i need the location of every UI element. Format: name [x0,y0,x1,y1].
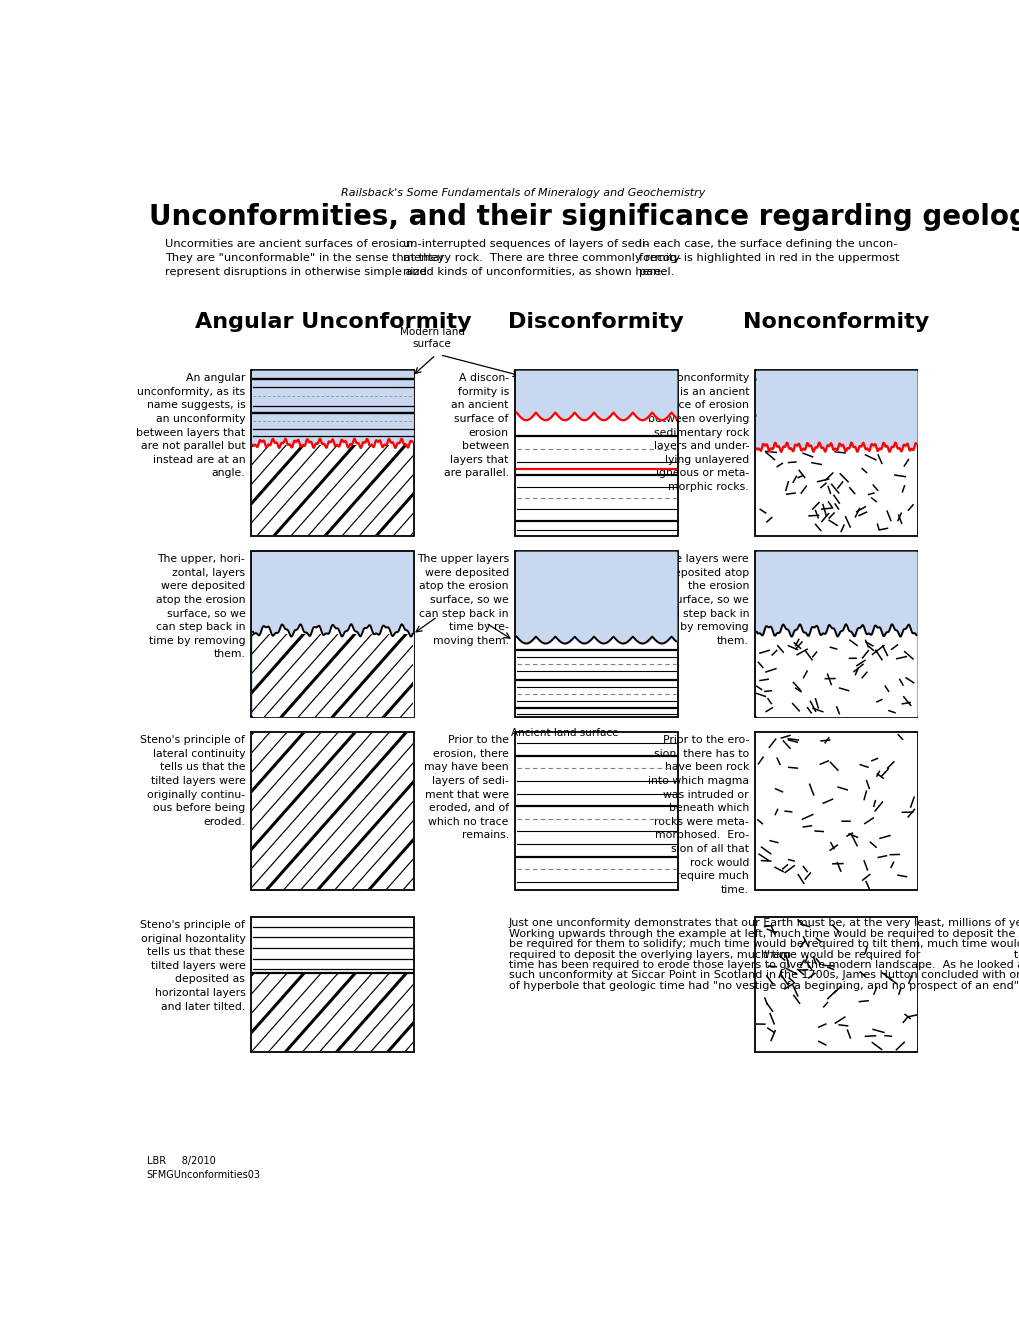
Text: Prior to the ero-
sion, there has to
have been rock
into which magma
was intrude: Prior to the ero- sion, there has to hav… [647,735,748,895]
Bar [252,371,413,444]
Bar [252,917,414,1052]
Text: The upper, hori-
zontal, layers
were deposited
atop the erosion
surface, so we
c: The upper, hori- zontal, layers were dep… [149,554,245,660]
Text: Just one unconformity demonstrates that our Earth must be, at the very least, mi: Just one unconformity demonstrates that … [508,919,1019,928]
Text: required to deposit the overlying layers, much time would be required for       : required to deposit the overlying layers… [508,949,1019,960]
Bar [252,370,414,536]
Text: Angular Unconformity: Angular Unconformity [195,312,471,331]
Bar [515,370,677,536]
Text: Uncormities are ancient surfaces of erosion.
They are "unconformable" in the sen: Uncormities are ancient surfaces of eros… [164,239,443,277]
Text: Steno's principle of
lateral continuity
tells us that the
tilted layers were
ori: Steno's principle of lateral continuity … [141,735,245,826]
Bar [754,917,917,1052]
Text: Prior to the
erosion, there
may have been
layers of sedi-
ment that were
eroded,: Prior to the erosion, there may have bee… [424,735,508,841]
Text: The upper layers
were deposited
atop the erosion
surface, so we
can step back in: The upper layers were deposited atop the… [417,554,508,645]
Text: Disconformity: Disconformity [508,312,684,331]
Text: The layers were
deposited atop
the erosion
surface, so we
can step back in
time : The layers were deposited atop the erosi… [652,554,748,645]
Text: A discon-
formity is
an ancient
surface of
erosion
between
layers that
are paral: A discon- formity is an ancient surface … [443,374,508,478]
Text: A nonconformity
is an ancient
surface of erosion
between overlying
sedimentary r: A nonconformity is an ancient surface of… [647,374,748,492]
Bar [754,370,917,536]
Text: them: them [761,949,791,960]
Text: Steno's principle of
original hozontality
tells us that these
tilted layers were: Steno's principle of original hozontalit… [141,920,245,1011]
Bar [515,733,677,890]
Bar [252,733,414,890]
Bar [516,371,677,413]
Text: un-interrupted sequences of layers of sedi-
mentary rock.  There are three commo: un-interrupted sequences of layers of se… [403,239,681,277]
Text: be required for them to solidify; much time would be required to tilt them, much: be required for them to solidify; much t… [508,940,1019,949]
Text: Modern land
surface: Modern land surface [399,327,464,350]
Text: Unconformities, and their significance regarding geologic time: Unconformities, and their significance r… [149,203,1019,231]
Bar [755,552,916,631]
Bar [755,371,916,447]
Bar [754,552,917,717]
Text: An angular
unconformity, as its
name suggests, is
an unconformity
between layers: An angular unconformity, as its name sug… [137,374,245,478]
Text: of hyperbole that geologic time had "no vestige of a beginning, and no prospect : of hyperbole that geologic time had "no … [508,981,1019,991]
Text: In each case, the surface defining the uncon-
formity is highlighted in red in t: In each case, the surface defining the u… [638,239,899,277]
Text: LBR     8/2010
SFMGUnconformities03: LBR 8/2010 SFMGUnconformities03 [147,1155,261,1180]
Text: Working upwards through the example at left, much time would be required to depo: Working upwards through the example at l… [508,929,1019,939]
Bar [252,552,414,717]
Text: such unconformity at Siccar Point in Scotland in the 1700s, James Hutton conclud: such unconformity at Siccar Point in Sco… [508,970,1019,981]
Text: time has been required to erode those layers to give the modern landscape.  As h: time has been required to erode those la… [508,960,1019,970]
Bar [754,733,917,890]
Text: Railsback's Some Fundamentals of Mineralogy and Geochemistry: Railsback's Some Fundamentals of Mineral… [340,187,704,198]
Text: Ancient land surface: Ancient land surface [511,729,618,738]
Bar [516,552,677,638]
Bar [515,552,677,717]
Text: Nonconformity: Nonconformity [743,312,929,331]
